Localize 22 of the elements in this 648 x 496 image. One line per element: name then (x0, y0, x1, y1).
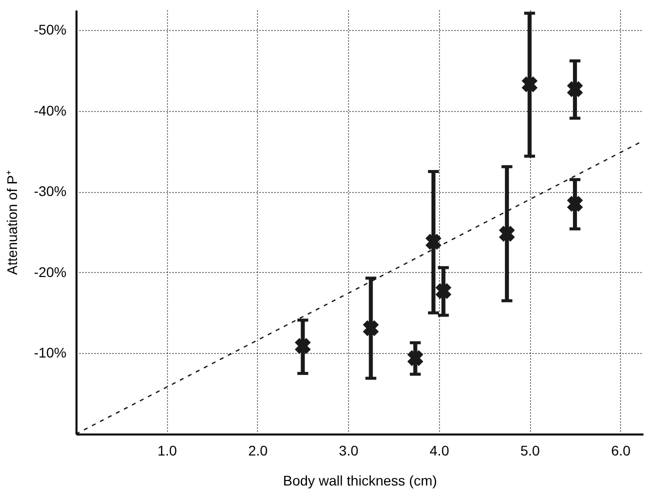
x-tick-label: 4.0 (430, 442, 450, 458)
y-tick-label: -30% (34, 183, 66, 200)
point (566, 196, 583, 212)
point (498, 226, 515, 242)
y-tick-label: -10% (34, 344, 66, 361)
point (362, 320, 379, 336)
x-tick-label: 5.0 (520, 442, 540, 458)
y-tick-label: -50% (34, 22, 66, 38)
x-tick-label: 3.0 (338, 442, 359, 458)
x-axis-title: Body wall thickness (cm) (282, 472, 438, 488)
point (435, 283, 452, 300)
point (522, 76, 538, 92)
point (566, 81, 583, 98)
y-tick-label: -40% (34, 102, 66, 118)
point (294, 338, 311, 354)
point (425, 234, 442, 250)
point (407, 350, 424, 366)
y-axis-title: Attenuation of P⁺ (4, 170, 20, 275)
x-tick-label: 2.0 (248, 442, 268, 458)
x-tick-label: 1.0 (157, 442, 178, 458)
x-tick-label: 6.0 (611, 442, 631, 458)
y-tick-label: -20% (34, 264, 66, 280)
